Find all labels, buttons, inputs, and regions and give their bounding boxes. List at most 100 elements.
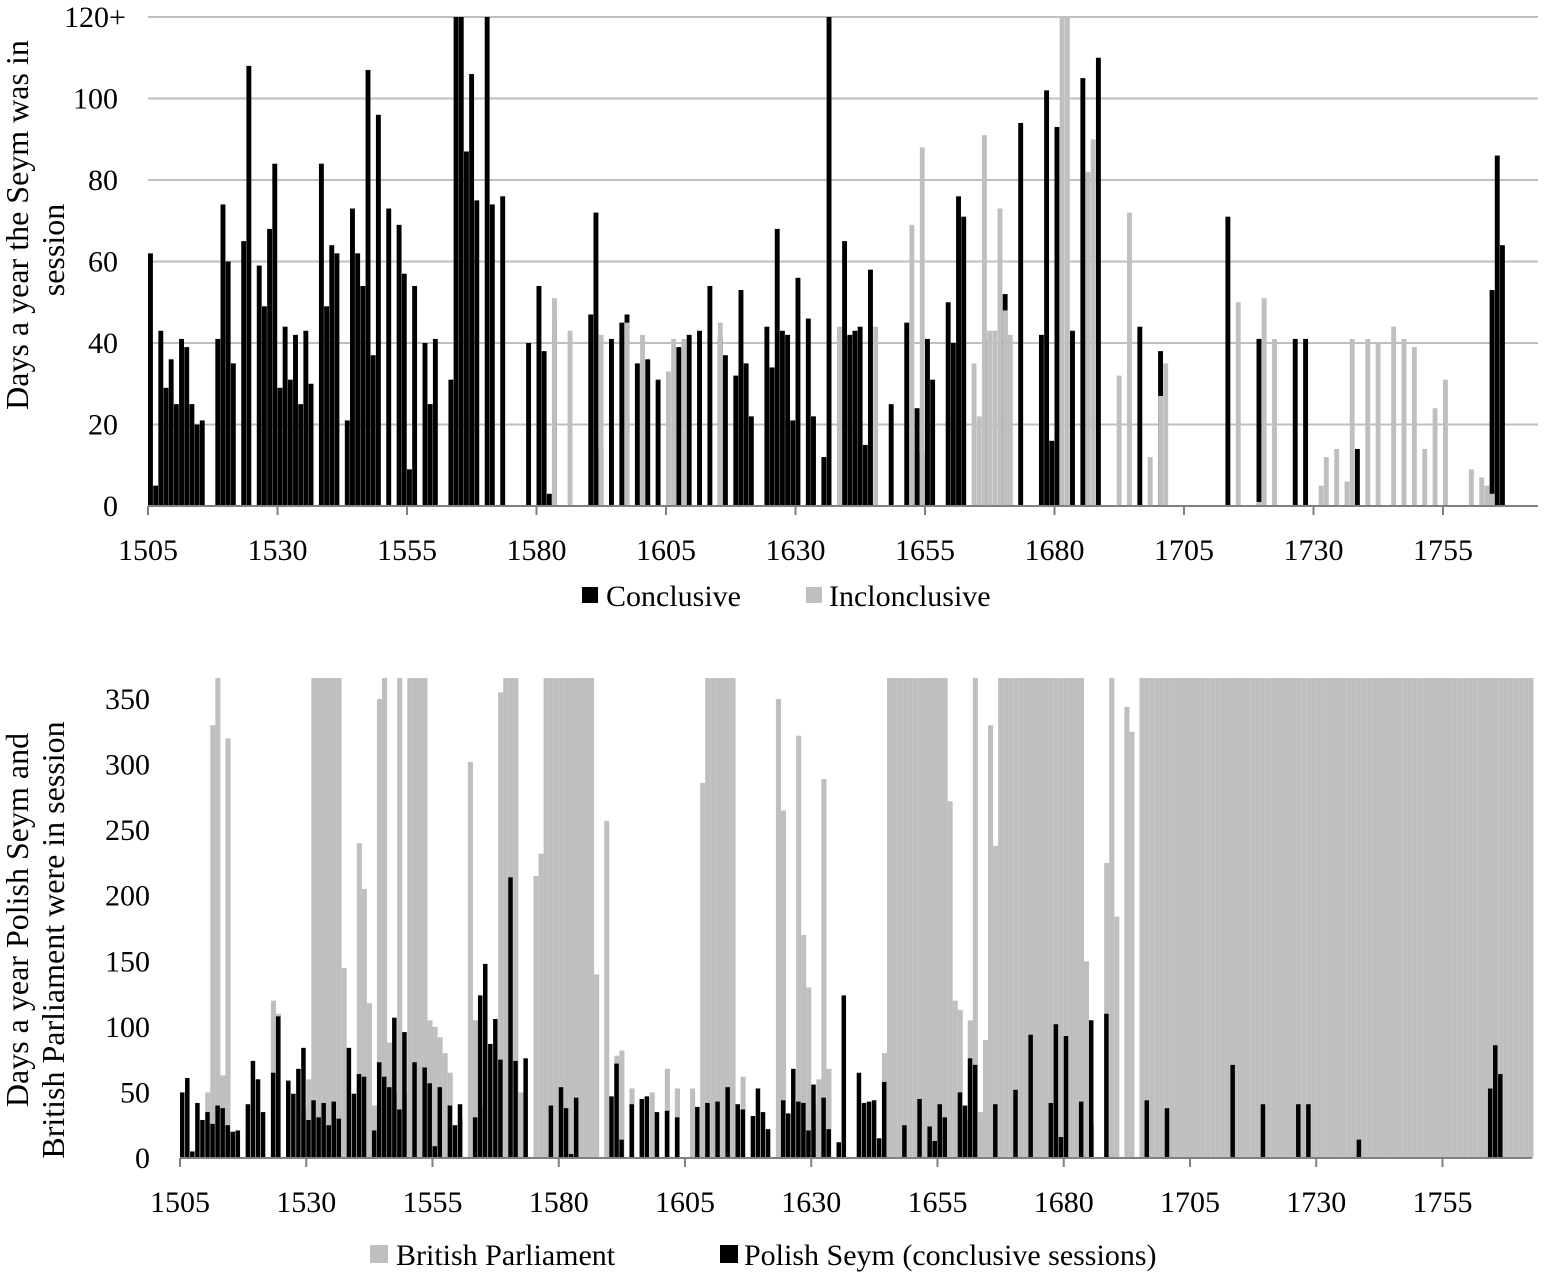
bar-polish-seym-conclusive-sessions--1541 [361, 1076, 367, 1158]
bar-polish-seym-conclusive-sessions--1685 [1089, 1020, 1094, 1158]
bar-british-parliament-1682 [1073, 678, 1079, 1158]
bar-british-parliament-1720 [1265, 678, 1271, 1158]
bar-inclonclusive-1715 [1235, 302, 1241, 506]
bar-conclusive-1546 [360, 285, 366, 506]
chart1-y-tick-labels: 0 20 40 60 80 100 120+ [64, 1, 126, 523]
bar-british-parliament-1730 [1316, 678, 1322, 1158]
bar-conclusive-1578 [526, 343, 532, 506]
chart1-x-tick-label-1630: 1630 [766, 534, 826, 567]
chart1-x-tick-label-1755: 1755 [1413, 534, 1473, 567]
bar-british-parliament-1654 [932, 678, 938, 1158]
bar-british-parliament-1767 [1503, 678, 1509, 1158]
bar-conclusive-1568 [474, 200, 480, 507]
bar-british-parliament-1579 [553, 678, 559, 1158]
chart1-x-tick-label-1730: 1730 [1284, 534, 1344, 567]
bar-conclusive-1528 [267, 228, 273, 506]
bar-conclusive-1639 [842, 241, 848, 507]
bar-british-parliament-1540 [356, 843, 362, 1158]
bar-polish-seym-conclusive-sessions--1615 [735, 1104, 740, 1158]
chart2-british-parliament-bars [205, 678, 1534, 1158]
bar-conclusive-1543 [344, 420, 350, 506]
bar-conclusive-1651 [904, 322, 910, 507]
bar-inclonclusive-1608 [681, 338, 687, 506]
bar-british-parliament-1632 [821, 778, 827, 1158]
legend-swatch-polish-seym [720, 1245, 738, 1263]
bar-conclusive-1507 [158, 330, 164, 506]
bar-polish-seym-conclusive-sessions--1506 [185, 1078, 190, 1158]
chart2-y-tick-label-200: 200 [105, 880, 150, 913]
bar-british-parliament-1562 [467, 761, 473, 1158]
bar-british-parliament-1758 [1457, 678, 1463, 1158]
bar-conclusive-1611 [697, 330, 702, 506]
bar-polish-seym-conclusive-sessions--1632 [821, 1097, 826, 1158]
chart-seym-vs-parliament: 0 50 100 150 200 250 300 350 1505 1530 1555 1580 16… [0, 678, 1534, 1272]
bar-british-parliament-1569 [503, 678, 509, 1158]
bar-inclonclusive-1734 [1334, 448, 1340, 506]
bar-inclonclusive-1681 [1059, 17, 1065, 506]
bar-british-parliament-1668 [1003, 678, 1009, 1158]
chart2-x-tick-labels: 1505 1530 1555 1580 1605 1630 1655 1680 1705 1730… [150, 1186, 1473, 1219]
bar-conclusive-1641 [852, 330, 858, 506]
bar-polish-seym-conclusive-sessions--1529 [301, 1047, 306, 1158]
bar-polish-seym-conclusive-sessions--1570 [508, 877, 513, 1158]
bar-british-parliament-1578 [548, 678, 554, 1158]
bar-polish-seym-conclusive-sessions--1526 [286, 1080, 291, 1158]
bar-polish-seym-conclusive-sessions--1640 [861, 1102, 867, 1158]
bar-polish-seym-conclusive-sessions--1641 [866, 1101, 872, 1158]
bar-british-parliament-1674 [1033, 678, 1039, 1158]
bar-polish-seym-conclusive-sessions--1636 [841, 995, 847, 1158]
bar-british-parliament-1721 [1270, 678, 1276, 1158]
bar-british-parliament-1751 [1422, 678, 1428, 1158]
bar-british-parliament-1530 [306, 1079, 312, 1158]
bar-british-parliament-1542 [366, 1003, 372, 1158]
bar-polish-seym-conclusive-sessions--1609 [705, 1102, 710, 1158]
bar-polish-seym-conclusive-sessions--1764 [1487, 1088, 1493, 1158]
bar-polish-seym-conclusive-sessions--1565 [483, 963, 488, 1158]
bar-british-parliament-1753 [1432, 678, 1438, 1158]
bar-british-parliament-1698 [1154, 678, 1160, 1158]
chart2-y-tick-label-300: 300 [105, 749, 150, 782]
bar-inclonclusive-1747 [1401, 338, 1407, 506]
bar-conclusive-1548 [370, 355, 376, 506]
bar-british-parliament-1746 [1397, 678, 1403, 1158]
bar-british-parliament-1755 [1442, 678, 1448, 1158]
bar-conclusive-1512 [184, 347, 190, 506]
bar-polish-seym-conclusive-sessions--1592 [619, 1139, 624, 1158]
bar-british-parliament-1727 [1301, 678, 1307, 1158]
bar-conclusive-1660 [950, 343, 956, 506]
legend-label-conclusive: Conclusive [606, 580, 741, 613]
chart2-x-tick-label-1630: 1630 [781, 1186, 841, 1219]
bar-conclusive-1765 [1494, 155, 1500, 507]
bar-conclusive-1596 [619, 322, 625, 507]
chart2-x-tick-label-1580: 1580 [529, 1186, 589, 1219]
bar-conclusive-1533 [293, 334, 298, 506]
bar-conclusive-1563 [448, 379, 454, 506]
bar-british-parliament-1741 [1371, 678, 1377, 1158]
bar-polish-seym-conclusive-sessions--1564 [477, 995, 483, 1158]
bar-british-parliament-1672 [1023, 678, 1029, 1158]
bar-polish-seym-conclusive-sessions--1513 [220, 1108, 225, 1158]
bar-inclonclusive-1638 [836, 326, 842, 506]
bar-british-parliament-1701 [1169, 678, 1175, 1158]
bar-british-parliament-1700 [1164, 678, 1170, 1158]
bar-british-parliament-1512 [215, 678, 221, 1158]
bar-polish-seym-conclusive-sessions--1728 [1306, 1104, 1311, 1158]
bar-british-parliament-1666 [993, 845, 999, 1158]
bar-polish-seym-conclusive-sessions--1607 [695, 1106, 700, 1158]
bar-british-parliament-1761 [1472, 678, 1478, 1158]
bar-polish-seym-conclusive-sessions--1591 [614, 1063, 619, 1158]
bar-conclusive-1556 [412, 285, 418, 506]
bar-british-parliament-1550 [407, 678, 413, 1158]
bar-british-parliament-1657 [947, 801, 953, 1158]
bar-british-parliament-1724 [1285, 678, 1292, 1158]
bar-british-parliament-1649 [907, 678, 913, 1158]
bar-inclonclusive-1671 [1007, 334, 1013, 506]
bar-polish-seym-conclusive-sessions--1535 [331, 1101, 336, 1158]
chart2-x-tick-label-1680: 1680 [1034, 1186, 1094, 1219]
bar-british-parliament-1568 [498, 692, 504, 1158]
chart2-x-tick-label-1755: 1755 [1413, 1186, 1473, 1219]
bar-british-parliament-1592 [619, 1050, 625, 1158]
bar-polish-seym-conclusive-sessions--1543 [371, 1130, 377, 1158]
